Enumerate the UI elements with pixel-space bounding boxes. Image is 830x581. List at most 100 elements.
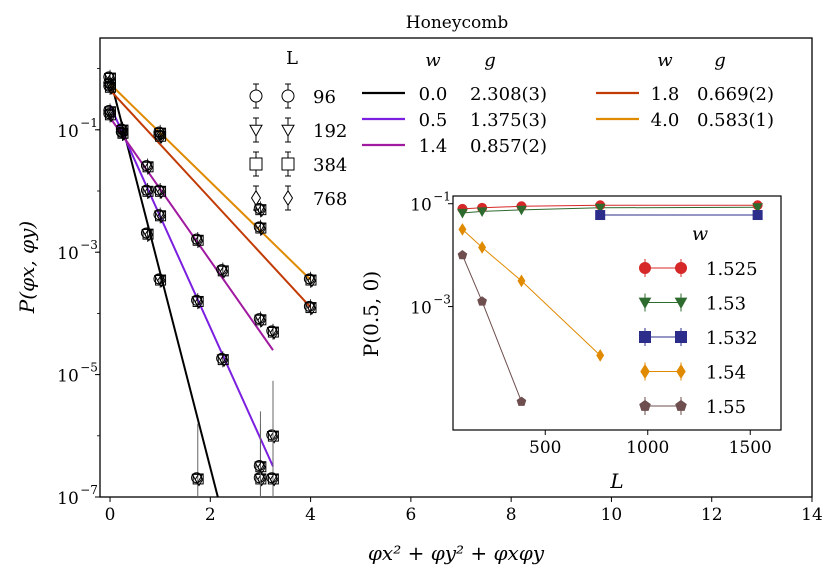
inset-point-triangle-down [516, 205, 527, 216]
data-point-diamond [307, 273, 317, 288]
legend-marker-triangle-down [249, 124, 263, 138]
legend-marker-diamond [282, 189, 294, 207]
data-point-diamond [269, 429, 279, 444]
x-tick-label: 8 [506, 505, 517, 525]
y-tick-label: 10 [57, 367, 79, 387]
inset-point-triangle-down [476, 207, 488, 217]
marker-legend: L 96 192 384 768 [249, 48, 347, 211]
inset-frame [452, 195, 782, 431]
legend-marker-circle [281, 89, 295, 103]
fit-line [109, 89, 312, 308]
inset-legend-label: 1.53 [706, 294, 746, 315]
inset-x-label: L [609, 469, 623, 493]
legend-marker-square [249, 157, 263, 171]
inset-legend-marker-circle [639, 262, 651, 274]
legend-marker-circle [249, 89, 263, 103]
data-point-diamond [106, 71, 116, 86]
data-point-diamond [219, 264, 229, 279]
inset-y-label: P(0.5, 0) [359, 271, 383, 357]
inset-point-pentagon [457, 249, 468, 260]
inset-x-tick-label: 1500 [729, 438, 772, 458]
x-tick-label: 10 [601, 505, 623, 525]
inset-legend-marker-diamond [640, 363, 650, 380]
inset-point-square [595, 210, 606, 221]
legend-label: 384 [313, 155, 347, 176]
inset-point-triangle-down [594, 203, 606, 214]
data-point-diamond [257, 460, 266, 475]
fit-legend-w: 1.8 [651, 84, 680, 105]
y-tick-exponent: −3 [80, 238, 98, 252]
legend-marker-square [281, 157, 295, 171]
inset-legend-marker-triangle-down [674, 297, 688, 310]
data-point-diamond [194, 233, 204, 248]
fit-legend-g: 0.857(2) [470, 136, 547, 157]
data-points [103, 69, 317, 497]
data-point-diamond [219, 353, 229, 368]
x-tick-label: 2 [205, 505, 216, 525]
x-tick-label: 6 [405, 505, 416, 525]
inset-legend-label: 1.532 [706, 328, 758, 349]
legend-label: 768 [313, 189, 347, 210]
data-point-diamond [106, 108, 116, 123]
fit-line [109, 104, 274, 467]
data-point-diamond [269, 472, 279, 487]
inset-x-ticks: 500 1000 1500 [529, 430, 772, 458]
data-point-diamond [157, 126, 166, 141]
inset-point-triangle-down [457, 208, 468, 219]
fit-legend-g: 0.583(1) [697, 110, 774, 131]
fit-line [109, 83, 312, 281]
inset-legend-marker-pentagon [639, 399, 651, 411]
data-point-diamond [119, 126, 129, 141]
inset-x-tick-label: 500 [529, 438, 561, 458]
data-point-diamond [194, 472, 204, 487]
y-tick-label: 10 [57, 122, 79, 142]
inset-legend-title: w [692, 223, 708, 245]
y-tick-exponent: −5 [80, 361, 98, 375]
fit-line [109, 116, 274, 351]
x-axis-ticks: 0 2 4 6 8 10 12 14 [105, 497, 823, 525]
data-point-diamond [257, 472, 266, 487]
y-axis-ticks: 10−110−310−510−7 [57, 68, 100, 509]
y-tick-label: 10 [57, 244, 79, 264]
main-plot-frame [99, 37, 813, 498]
inset-y-ticks: 10−110−3 [410, 190, 453, 319]
x-tick-label: 14 [801, 505, 823, 525]
inset-plot: 500 1000 1500 10−110−3 L P(0.5, 0) w 1.525… [359, 190, 782, 493]
fit-line [109, 77, 219, 498]
legend-marker-diamond [250, 189, 262, 207]
inset-point-diamond [517, 274, 526, 288]
data-point-diamond [269, 325, 279, 340]
fit-legend-w: 1.4 [419, 136, 448, 157]
fit-legend-g: 2.308(3) [470, 84, 547, 105]
fit-lines [109, 77, 312, 498]
data-point-diamond [157, 209, 166, 224]
x-tick-label: 12 [701, 505, 723, 525]
legend-label: 96 [313, 87, 336, 108]
fit-legend: w g w g 0.0 2.308(3) 0.5 1.375(3) 1.4 0.857(2… [362, 50, 774, 157]
inset-series-line [462, 229, 601, 356]
fit-legend-w-header: w [425, 50, 441, 71]
inset-x-tick-label: 1000 [626, 438, 669, 458]
inset-legend-marker-square [639, 331, 651, 343]
inset-legend-marker-square [675, 331, 687, 343]
inset-legend-marker-diamond [676, 363, 686, 380]
fit-legend-g: 0.669(2) [697, 84, 774, 105]
data-point-diamond [257, 221, 266, 236]
x-tick-label: 4 [305, 505, 316, 525]
data-point-diamond [144, 160, 154, 175]
data-point-diamond [157, 273, 166, 288]
fit-legend-g-header: g [484, 50, 496, 71]
inset-y-tick-exponent: −3 [433, 293, 451, 307]
x-axis-label: φx² + φy² + φxφy [368, 541, 545, 565]
fit-legend-w: 4.0 [651, 110, 680, 131]
legend-label: 192 [313, 121, 347, 142]
inset-legend-label: 1.525 [706, 259, 758, 280]
inset-point-diamond [596, 349, 605, 362]
inset-point-triangle-down [752, 203, 763, 213]
fit-legend-w: 0.5 [419, 110, 448, 131]
inset-legend-marker-circle [675, 262, 687, 274]
data-point-diamond [307, 301, 317, 316]
x-tick-label: 0 [105, 505, 116, 525]
data-point-diamond [257, 313, 266, 328]
